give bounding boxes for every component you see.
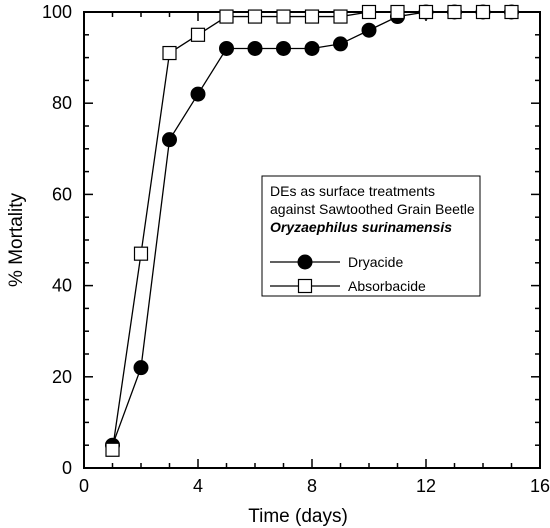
legend: DEs as surface treatments against Sawtoot… — [261, 175, 481, 297]
data-point-absorbacide — [447, 4, 462, 20]
data-point-dryacide — [304, 40, 320, 56]
legend-marker-absorbacide — [297, 278, 313, 294]
series-layer — [105, 4, 519, 457]
legend-marker-dryacide — [297, 254, 313, 270]
x-tick-label: 16 — [530, 476, 550, 496]
y-tick-label: 60 — [52, 184, 72, 204]
y-axis-title: % Mortality — [6, 193, 27, 287]
legend-title-line: DEs as surface treatments — [270, 183, 435, 199]
x-tick-label: 12 — [416, 476, 436, 496]
data-point-dryacide — [162, 132, 177, 148]
data-point-absorbacide — [219, 9, 234, 24]
data-point-absorbacide — [133, 246, 149, 261]
data-point-dryacide — [219, 40, 234, 56]
legend-label-dryacide: Dryacide — [348, 254, 403, 270]
data-point-absorbacide — [418, 4, 434, 20]
data-point-dryacide — [276, 40, 291, 56]
x-axis-title: Time (days) — [248, 506, 348, 527]
data-point-absorbacide — [304, 9, 320, 24]
y-tick-label: 100 — [42, 2, 72, 22]
legend-title-line: Oryzaephilus surinamensis — [270, 219, 452, 235]
axes: 0 4 8 12 16 0 20 40 60 80 100 Time (days) % Mortalit… — [6, 2, 550, 527]
data-point-absorbacide — [105, 442, 120, 457]
legend-box — [261, 175, 481, 297]
x-tick-label: 0 — [79, 476, 89, 496]
data-point-absorbacide — [390, 4, 405, 20]
y-tick-label: 80 — [52, 93, 72, 113]
x-tick-label: 8 — [307, 476, 317, 496]
data-point-absorbacide — [247, 9, 263, 24]
data-point-dryacide — [333, 36, 348, 52]
y-tick-label: 20 — [52, 367, 72, 387]
y-tick-label: 40 — [52, 276, 72, 296]
legend-title-line: against Sawtoothed Grain Beetle — [270, 201, 475, 217]
data-point-dryacide — [190, 86, 206, 102]
x-tick-label: 4 — [193, 476, 203, 496]
data-point-absorbacide — [162, 45, 177, 61]
data-point-dryacide — [361, 22, 377, 38]
legend-label-absorbacide: Absorbacide — [348, 278, 426, 294]
data-point-dryacide — [247, 40, 263, 56]
data-point-absorbacide — [333, 9, 348, 24]
data-point-absorbacide — [361, 4, 377, 20]
data-point-absorbacide — [504, 4, 519, 20]
data-point-dryacide — [133, 360, 149, 376]
data-point-absorbacide — [475, 4, 491, 20]
data-point-absorbacide — [276, 9, 291, 24]
data-point-absorbacide — [190, 27, 206, 42]
y-tick-label: 0 — [62, 458, 72, 478]
